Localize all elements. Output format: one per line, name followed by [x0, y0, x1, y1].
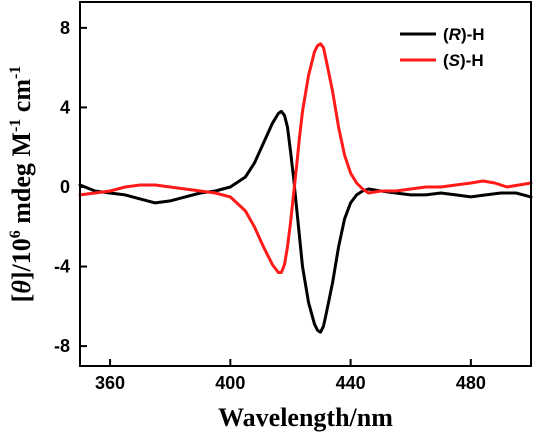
x-axis-label: Wavelength/nm — [218, 403, 393, 432]
plot-frame — [79, 1, 532, 367]
x-tick-label: 400 — [215, 373, 245, 393]
x-tick-label: 480 — [456, 373, 486, 393]
axis-ticks: 360 400 440 480 8 4 0 -4 -8 — [54, 18, 486, 393]
series-line-0 — [78, 109, 533, 334]
legend-label: (R)-H — [443, 25, 485, 44]
y-axis-label: [θ]/106 mdeg M-1 cm-1 — [7, 66, 36, 303]
x-tick-label: 360 — [95, 373, 125, 393]
y-tick-label: 8 — [60, 18, 70, 38]
legend-label: (S)-H — [443, 51, 484, 70]
y-tick-label: -4 — [54, 257, 70, 277]
legend: (R)-H (S)-H — [400, 25, 485, 70]
y-tick-label: -8 — [54, 336, 70, 356]
series-line-1 — [78, 42, 533, 274]
x-tick-label: 440 — [336, 373, 366, 393]
y-tick-label: 0 — [60, 177, 70, 197]
y-tick-label: 4 — [60, 97, 70, 117]
plot-area — [78, 42, 533, 334]
